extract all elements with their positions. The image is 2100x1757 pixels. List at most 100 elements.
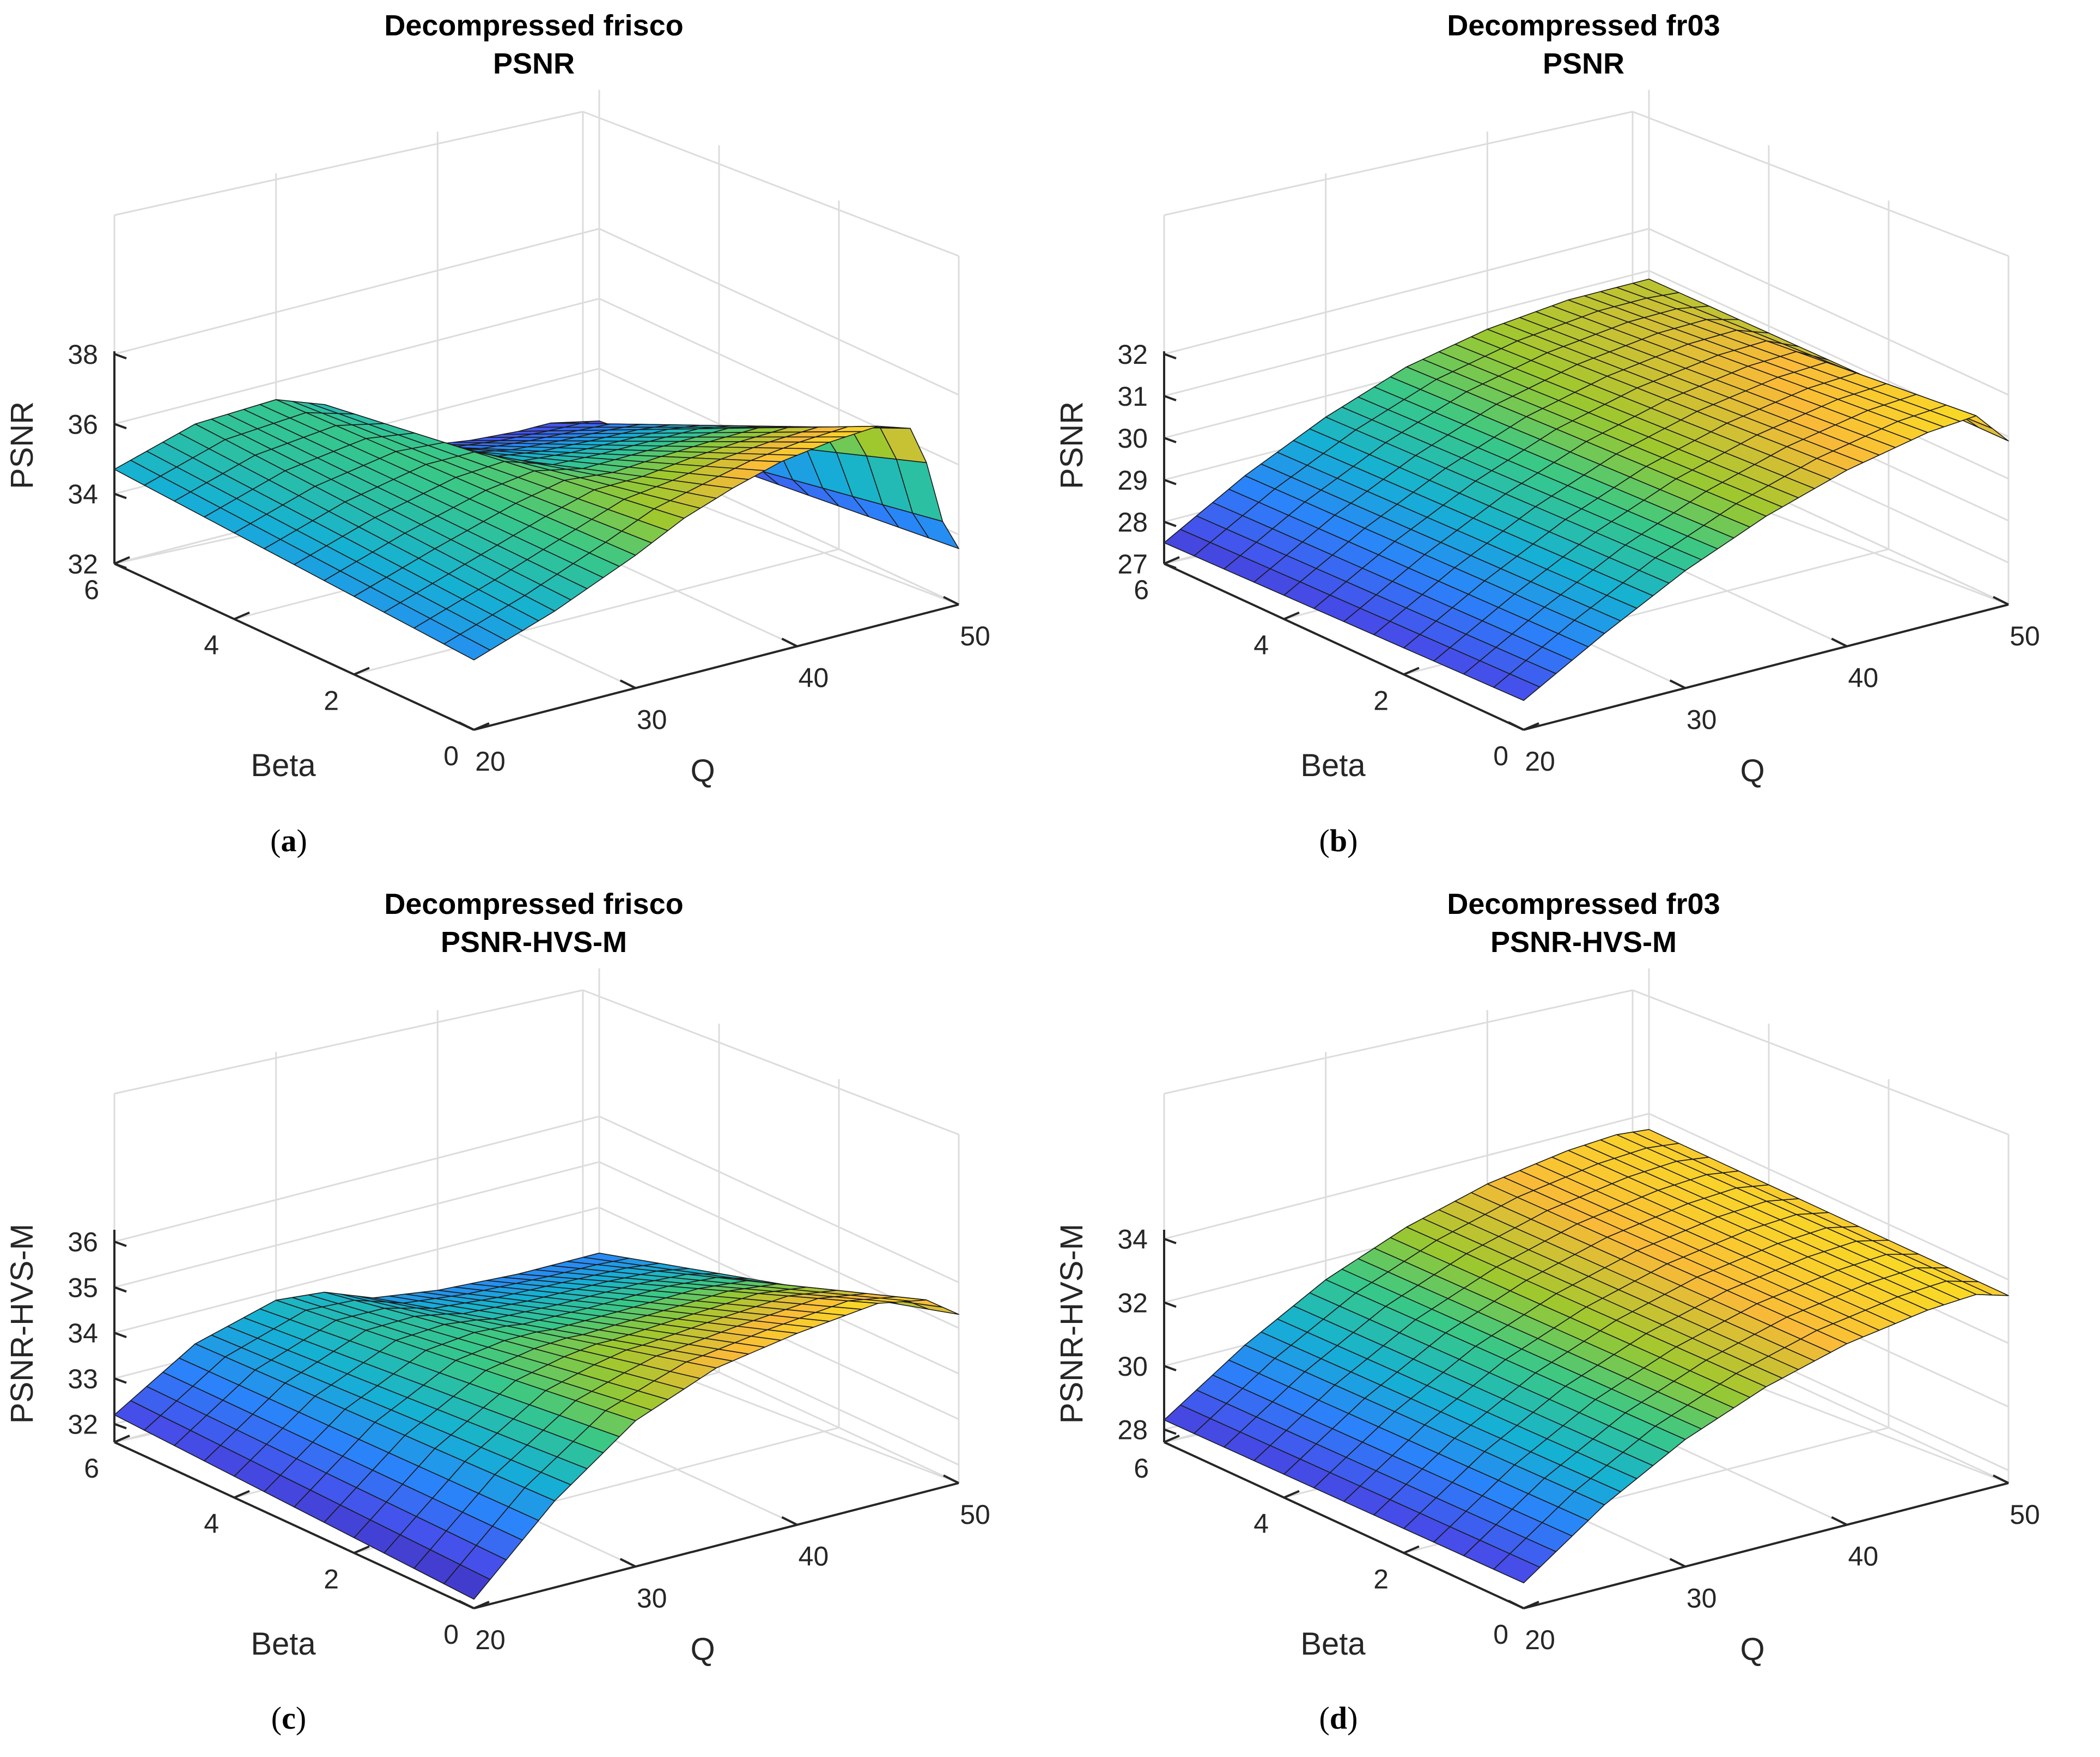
surface	[114, 399, 959, 661]
z-tick	[114, 353, 127, 359]
q-tick	[458, 1600, 474, 1609]
beta-tick-label: 6	[1134, 575, 1149, 605]
z-axis-label: PSNR	[1054, 401, 1089, 489]
z-tick-label: 28	[1117, 507, 1148, 538]
q-tick	[619, 1558, 636, 1568]
beta-tick	[354, 1545, 370, 1554]
beta-tick-label: 0	[1493, 741, 1508, 771]
z-tick-label: 35	[68, 1272, 98, 1303]
q-tick	[1993, 596, 2009, 606]
beta-tick-label: 0	[443, 1619, 459, 1650]
beta-tick	[1164, 1435, 1180, 1443]
z-tick	[114, 563, 127, 569]
q-tick	[1669, 679, 1686, 690]
chart-title-line1: Decompressed frisco	[384, 9, 683, 42]
beta-tick-label: 6	[84, 575, 99, 605]
beta-tick	[1283, 1490, 1300, 1499]
chart-title-line2: PSNR	[493, 47, 575, 80]
axes-lines	[113, 1230, 959, 1609]
surface-patch	[443, 1564, 491, 1600]
chart-panel-d: 20 30 40 50 0 2 4 6 28 30 32 34 Q Beta PSNR-HVS-M Decom…	[1050, 878, 2099, 1757]
caption-b: (b)	[1319, 823, 1358, 858]
z-tick	[114, 423, 127, 430]
q-tick-label: 40	[799, 1541, 829, 1572]
z-tick-label: 38	[68, 339, 98, 370]
q-axis-line	[473, 1482, 959, 1609]
q-tick-label: 20	[475, 746, 506, 777]
right-top-edge	[582, 989, 959, 1136]
z-tick	[1164, 1237, 1177, 1244]
z-tick	[1164, 1301, 1177, 1308]
z-tick	[1164, 395, 1177, 401]
z-axis-label: PSNR-HVS-M	[1054, 1224, 1089, 1424]
back-top-edge	[114, 989, 583, 1095]
right-top-edge	[582, 111, 959, 257]
q-axis-label: Q	[690, 1632, 715, 1667]
chart-title-line1: Decompressed frisco	[384, 888, 683, 920]
q-tick-label: 30	[637, 704, 667, 735]
q-axis-label: Q	[1740, 1632, 1764, 1667]
beta-tick-label: 6	[84, 1453, 99, 1484]
beta-tick	[1403, 1545, 1420, 1554]
q-tick	[943, 596, 959, 606]
q-tick	[458, 721, 474, 731]
z-tick-label: 33	[68, 1364, 98, 1394]
q-tick	[1993, 1474, 2009, 1484]
q-tick-label: 40	[1848, 1541, 1879, 1572]
beta-tick-label: 4	[1253, 630, 1269, 661]
surface-patch	[1493, 673, 1541, 701]
z-tick	[114, 1423, 127, 1430]
chart-title-line1: Decompressed fr03	[1447, 888, 1720, 920]
chart-title-line2: PSNR-HVS-M	[441, 926, 627, 959]
beta-tick-label: 4	[1253, 1509, 1269, 1539]
q-tick-label: 30	[1687, 704, 1717, 735]
z-tick	[114, 1377, 127, 1384]
z-grid-line	[1164, 1113, 2009, 1281]
z-axis-label: PSNR	[4, 401, 40, 489]
chart-title-line1: Decompressed fr03	[1447, 9, 1720, 42]
beta-axis-label: Beta	[1300, 748, 1366, 783]
axes-lines	[1163, 1230, 2009, 1609]
z-tick	[1164, 1365, 1177, 1371]
beta-tick	[234, 1490, 250, 1499]
q-axis-line	[1523, 603, 2009, 731]
beta-tick	[114, 1435, 130, 1443]
beta-axis-line	[114, 563, 474, 731]
z-tick-label: 36	[68, 409, 98, 440]
z-tick-label: 27	[1117, 549, 1148, 579]
surface	[1164, 1128, 2009, 1584]
z-tick	[1164, 563, 1177, 569]
q-tick	[781, 1516, 798, 1526]
beta-axis-label: Beta	[251, 748, 316, 783]
right-top-edge	[1632, 111, 2009, 257]
q-axis-line	[1523, 1482, 2009, 1609]
beta-floor-grid-line	[354, 548, 839, 675]
q-tick	[1831, 637, 1848, 648]
q-tick	[1831, 1516, 1848, 1526]
q-tick	[619, 679, 636, 690]
z-grid-line	[114, 1115, 959, 1284]
beta-tick	[1523, 1601, 1539, 1609]
surface-patch	[1493, 1553, 1541, 1584]
beta-axis-line	[1164, 1441, 1524, 1609]
surface	[114, 1252, 959, 1600]
chart-panel-c: 20 30 40 50 0 2 4 6 32 33 34 35 36 Q Beta PSNR-HVS-M Dec…	[0, 878, 1050, 1757]
z-tick	[114, 1332, 127, 1339]
beta-tick	[1164, 556, 1180, 565]
z-grid-line	[114, 1161, 959, 1329]
q-tick	[1508, 721, 1524, 731]
beta-axis-line	[1164, 563, 1524, 731]
q-tick-label: 50	[2010, 621, 2040, 651]
q-tick	[781, 637, 798, 648]
q-tick-label: 50	[2010, 1499, 2040, 1530]
beta-axis-label: Beta	[251, 1626, 316, 1662]
z-axis-label: PSNR-HVS-M	[4, 1224, 40, 1424]
q-tick-label: 50	[960, 1499, 990, 1530]
chart-panel-b: 20 30 40 50 0 2 4 6 27 28 29 30 31 32 Q Beta PSNR Decompr…	[1050, 0, 2099, 878]
z-tick-label: 32	[1117, 339, 1148, 370]
z-tick	[1164, 1428, 1177, 1435]
surface-chart-d: 20 30 40 50 0 2 4 6 28 30 32 34 Q Beta PSNR-HVS-M Decom…	[1054, 888, 2040, 1667]
z-tick	[114, 492, 127, 499]
beta-tick	[1403, 667, 1420, 676]
chart-title-line2: PSNR	[1543, 47, 1624, 80]
